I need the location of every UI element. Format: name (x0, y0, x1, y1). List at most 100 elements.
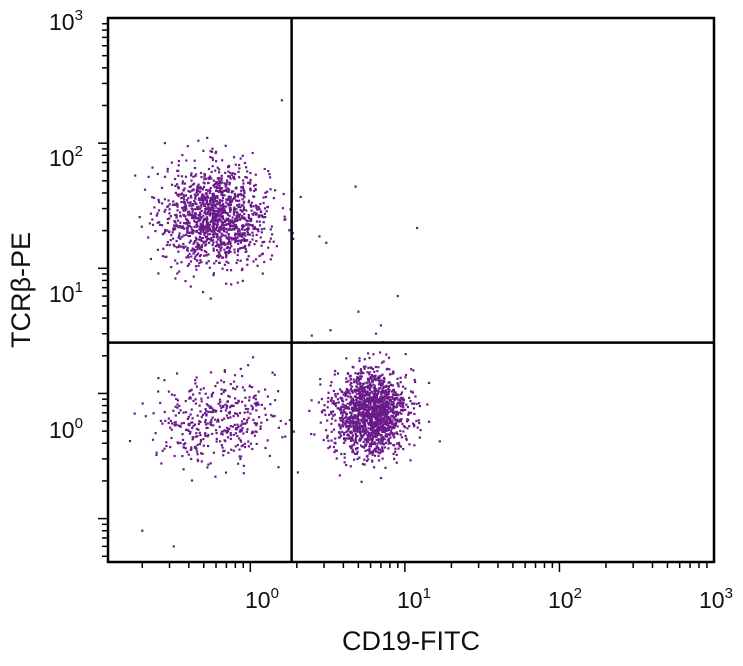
data-point (400, 405, 403, 408)
data-point (179, 225, 182, 228)
data-point (206, 226, 209, 229)
data-point (368, 432, 371, 435)
data-point (187, 234, 190, 238)
data-point (217, 251, 220, 254)
data-point (389, 403, 392, 406)
data-point (218, 227, 221, 230)
data-point (410, 402, 414, 405)
data-point (199, 259, 202, 262)
data-point (344, 394, 347, 397)
data-point (257, 215, 260, 219)
data-point (247, 440, 250, 443)
data-point (179, 221, 182, 224)
data-point (251, 408, 254, 411)
data-point (366, 433, 369, 436)
data-point (221, 446, 224, 449)
data-point (376, 414, 379, 417)
data-point (396, 425, 399, 428)
data-point (196, 189, 200, 192)
data-point (240, 247, 243, 250)
data-point (363, 412, 366, 415)
data-point (368, 416, 372, 419)
data-point (204, 198, 207, 201)
data-point (367, 434, 370, 437)
data-point (402, 430, 405, 433)
data-point (198, 235, 201, 238)
svg-text:100: 100 (49, 415, 83, 443)
data-point (367, 400, 370, 403)
data-point (385, 423, 388, 427)
data-point (189, 285, 192, 288)
y-tick-label: 103 (49, 7, 83, 35)
data-point (189, 231, 193, 234)
data-point (374, 409, 377, 413)
data-point (371, 432, 374, 435)
data-point (224, 185, 227, 188)
data-point (363, 420, 366, 423)
data-point (354, 437, 357, 440)
data-point (348, 375, 351, 378)
data-point (395, 442, 399, 445)
data-point (243, 191, 246, 194)
data-point (205, 413, 208, 416)
data-point (190, 196, 193, 199)
data-point (404, 426, 407, 429)
data-point (263, 260, 266, 264)
data-point (351, 436, 354, 439)
data-point (370, 450, 373, 453)
data-point (226, 213, 230, 216)
data-point (332, 389, 335, 393)
data-point (233, 374, 237, 377)
data-point (385, 384, 388, 387)
data-point (212, 451, 215, 454)
data-point (400, 436, 403, 439)
data-point (404, 387, 407, 390)
data-point (379, 405, 382, 408)
data-point (204, 197, 207, 200)
data-point (233, 207, 236, 210)
data-point (157, 390, 160, 393)
data-point (260, 253, 263, 256)
data-point (384, 427, 387, 430)
data-point (353, 381, 356, 384)
data-point (214, 152, 217, 155)
data-point (330, 399, 333, 402)
data-point (389, 373, 392, 376)
data-point (178, 232, 181, 235)
data-point (215, 209, 218, 213)
data-point (339, 434, 342, 437)
data-point (345, 437, 348, 440)
data-point (155, 214, 158, 217)
data-point (230, 404, 233, 407)
data-point (184, 447, 187, 450)
data-point (359, 375, 362, 378)
data-point (257, 206, 260, 209)
data-point (363, 391, 366, 394)
data-point (351, 391, 354, 394)
data-point (212, 391, 215, 394)
data-point (225, 430, 228, 434)
data-point (234, 445, 237, 448)
data-point (367, 416, 370, 419)
data-point (195, 221, 198, 224)
data-point (235, 199, 238, 202)
data-point (251, 231, 254, 234)
data-point (339, 409, 342, 412)
data-point (239, 208, 242, 211)
data-point (205, 403, 208, 406)
data-point (397, 441, 401, 444)
data-point (223, 248, 226, 251)
data-point (255, 422, 259, 425)
data-point (259, 202, 262, 206)
data-point (176, 183, 179, 186)
data-point (240, 194, 243, 197)
data-point (203, 210, 206, 213)
x-tick-label: 103 (699, 585, 733, 613)
data-point (200, 196, 203, 199)
data-point (199, 254, 202, 257)
data-point (372, 407, 375, 410)
data-point (239, 457, 242, 460)
data-point (387, 388, 390, 391)
data-point (391, 433, 394, 436)
data-point (362, 390, 365, 393)
